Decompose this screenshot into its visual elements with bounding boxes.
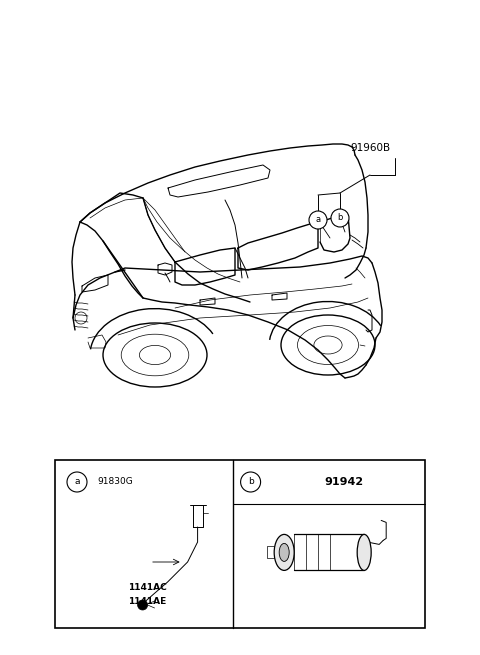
Text: 1141AE: 1141AE [128,597,167,607]
Ellipse shape [274,534,294,571]
Text: a: a [74,477,80,487]
Text: b: b [337,214,343,223]
Circle shape [309,211,327,229]
Bar [55,460,425,628]
Text: 1141AC: 1141AC [128,584,167,593]
Circle shape [67,472,87,492]
Circle shape [240,472,261,492]
Ellipse shape [279,544,289,561]
Text: 91960B: 91960B [350,143,390,153]
Text: b: b [248,477,253,487]
Text: 91942: 91942 [324,477,363,487]
Circle shape [138,600,148,610]
Circle shape [331,209,349,227]
Text: 91830G: 91830G [97,477,133,487]
Ellipse shape [357,534,371,571]
Text: a: a [315,215,321,225]
